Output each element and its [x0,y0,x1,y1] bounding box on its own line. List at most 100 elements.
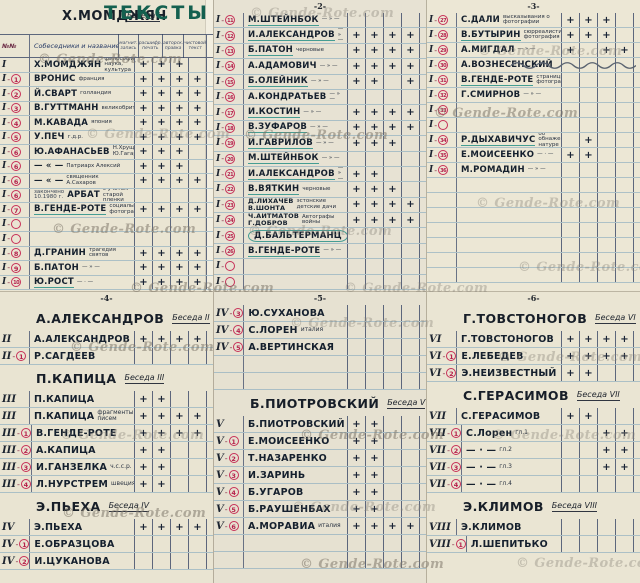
person-name: М.РОМАДИН [461,165,525,175]
table-row: II А.АЛЕКСАНДРОВ + + + + [0,331,213,348]
annotation: черновые [295,47,325,54]
mark-cell: + [170,87,188,101]
mark-cell [579,536,597,552]
table-row: V -4 Б.УГАРОВ + + [214,484,426,501]
row-number [214,373,244,389]
person-name: И.ЦУКАНОВА [34,555,110,567]
table-row: IV -5 А.ВЕРТИНСКАЯ [214,339,426,356]
annotation: сюрреалистическая фотография [523,28,561,40]
table-row [427,268,640,283]
table-row [214,356,426,373]
name-cell: А.ВОЗНЕСЕНСКИЙ [457,58,561,72]
table-row: I -1 ВРОНИС франция + + + + [0,72,213,87]
row-number: VI -2 [427,365,458,381]
mark-cell: + [170,159,188,173]
circled-number: 24 [225,215,236,226]
mark-cell [561,208,579,222]
mark-cell [615,193,633,207]
table-row: I -19 И.ГАВРИЛОВ — » — + + + [214,136,426,152]
annotation: философия, наука, культура [104,58,134,72]
circled-number: 29 [438,45,449,55]
table-row: I -15 Б.ОЛЕЙНИК — » — + + + [214,74,426,90]
mark-cell: + [401,59,419,74]
mark-cell [597,148,615,162]
person-name: А.КОНДРАТЬЕВ [248,92,327,103]
table-edge [206,116,213,130]
mark-cell: + [170,174,188,188]
table-row: I- [0,217,213,232]
mark-cell: + [188,203,206,217]
table-edge [633,193,640,207]
circled-number: 1 [11,74,22,85]
conversation-title: Г.ТОВСТОНОГОВ [463,310,588,326]
mark-cell: + [383,120,401,136]
table-row: I -35 Е.МОИСЕЕНКО — · — + + [427,148,640,163]
person-name: Ч.АЙТМАТОВ Г.ДОБРОВ [248,213,300,228]
circled-number [11,233,22,244]
circled-number: 4 [451,479,462,489]
name-cell: Б.ПИОТРОВСКИЙ [244,416,347,432]
table-edge [633,459,640,475]
section-title: С.ГЕРАСИМОВ Беседа VII [427,382,640,408]
table-row: I- [214,259,426,275]
table-row: IV -1 Е.ОБРАЗЦОВА [0,536,213,553]
number-dash: - [15,556,19,566]
circled-number: 21 [225,169,236,180]
mark-cell: + [365,182,383,197]
name-cell: А.ВЕРТИНСКАЯ [244,339,347,355]
table-edge [206,72,213,86]
name-cell: Й.СВАРТ голландия [30,87,134,101]
mark-cell [365,552,383,568]
table-edge [419,136,426,151]
annotation: черновые [302,185,331,192]
mark-cell [597,253,615,267]
row-number: III -4 [0,476,32,492]
mark-cell [561,536,579,552]
mark-cell: + [365,59,383,74]
roman-numeral: I [216,45,221,56]
mark-cell [597,118,615,132]
person-name: П.КАПИЦА [34,410,95,422]
roman-numeral: IV [2,521,15,533]
roman-numeral: I [216,138,221,149]
name-cell: М.РОМАДИН — » — [457,163,561,177]
mark-cell: + [383,213,401,228]
circled-number: 7 [11,204,22,215]
mark-cell: + [152,519,170,535]
table-row: I -5 У.ПЕЧ г.д.р. + + + + [0,130,213,145]
mark-cell [561,133,579,147]
table-row: III -3 И.ГАНЗЕЛКА ч.с.с.р. + + [0,459,213,476]
table-row [214,535,426,552]
row-number: V-2 [214,450,244,466]
mark-cell [383,373,401,389]
header-name: Собеседники и название текстов [34,42,119,50]
mark-cell: + [383,518,401,534]
person-name: У.ПЕЧ [34,132,65,143]
mark-cell: + [347,450,365,466]
circled-number: 34 [438,135,449,145]
name-cell: Б.ОЛЕЙНИК — » — [244,75,347,89]
mark-cell [597,178,615,192]
mark-cell: + [134,459,152,475]
table-row [427,193,640,208]
name-cell: И.АЛЕКСАНДРОВ — » — [244,28,347,43]
circled-number: 30 [438,60,449,70]
annotation: фрагменты писем [97,409,134,422]
mark-cell [615,163,633,177]
person-name: — · — [466,461,497,473]
roman-numeral: IV [216,307,229,319]
table-row: I-25Д.БАЛЬТЕРМАНЦфронтовая фотография [214,228,426,244]
mark-cell: + [170,519,188,535]
table-row: I -16 А.КОНДРАТЬЕВ — » — [214,89,426,106]
table-edge [633,365,640,381]
row-number: II [0,331,30,347]
name-cell: У.ПЕЧ г.д.р. [30,131,134,145]
mark-cell: + [347,213,365,228]
row-number: I- [0,217,30,231]
mark-cell: + [347,166,365,182]
name-cell: — · — гл.4 [462,476,561,492]
circled-number: 22 [225,184,236,195]
table-edge [419,243,426,259]
mark-cell [615,208,633,222]
annotation: г.д.р. [67,133,84,140]
